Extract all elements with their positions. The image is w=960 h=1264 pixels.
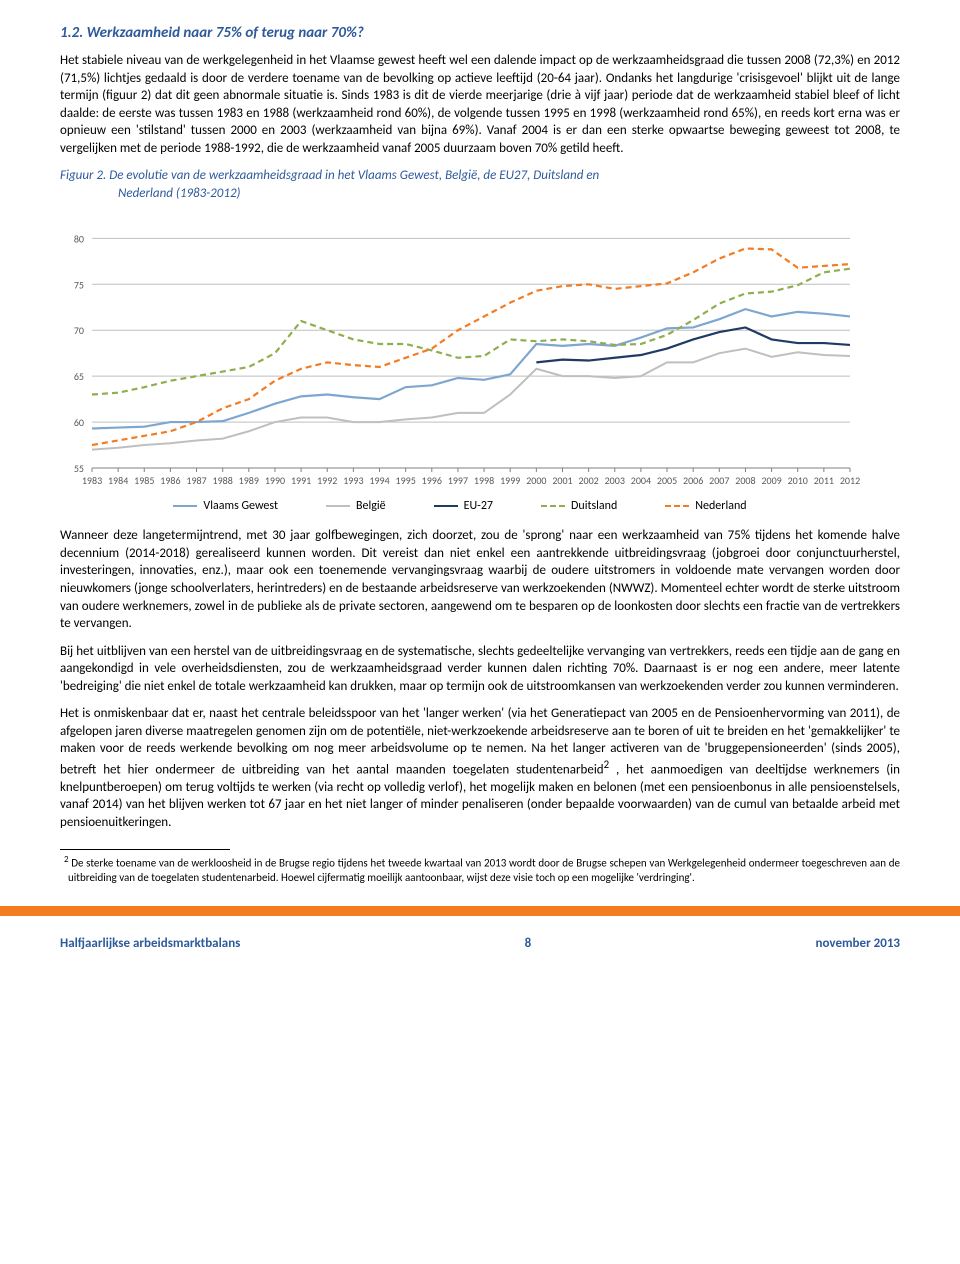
- footer-left: Halfjaarlijkse arbeidsmarktbalans: [60, 936, 240, 951]
- svg-text:2011: 2011: [814, 474, 834, 487]
- svg-text:1996: 1996: [422, 474, 442, 487]
- legend-item: Nederland: [665, 499, 746, 513]
- legend-item: Vlaams Gewest: [173, 499, 278, 513]
- page-footer: Halfjaarlijkse arbeidsmarktbalans 8 nove…: [0, 906, 960, 971]
- svg-text:80: 80: [74, 233, 84, 246]
- paragraph-2: Wanneer deze langetermijntrend, met 30 j…: [60, 527, 900, 632]
- svg-text:1988: 1988: [213, 474, 233, 487]
- svg-text:1997: 1997: [448, 474, 468, 487]
- svg-text:2005: 2005: [657, 474, 677, 487]
- svg-text:1992: 1992: [317, 474, 337, 487]
- svg-text:1994: 1994: [369, 474, 389, 487]
- svg-text:2009: 2009: [761, 474, 781, 487]
- svg-text:65: 65: [74, 371, 84, 384]
- svg-text:1990: 1990: [265, 474, 285, 487]
- paragraph-1: Het stabiele niveau van de werkgelegenhe…: [60, 52, 900, 157]
- svg-text:1983: 1983: [82, 474, 102, 487]
- svg-text:2008: 2008: [735, 474, 755, 487]
- svg-text:1991: 1991: [291, 474, 311, 487]
- svg-text:2003: 2003: [605, 474, 625, 487]
- legend-item: EU-27: [434, 499, 493, 513]
- svg-text:2001: 2001: [552, 474, 572, 487]
- caption-line2: Nederland (1983-2012): [118, 185, 900, 203]
- footnote-rule: [60, 849, 230, 850]
- svg-text:1986: 1986: [160, 474, 180, 487]
- svg-text:60: 60: [74, 416, 84, 429]
- svg-text:1984: 1984: [108, 474, 128, 487]
- svg-text:2002: 2002: [578, 474, 598, 487]
- svg-text:2012: 2012: [840, 474, 860, 487]
- svg-text:2007: 2007: [709, 474, 729, 487]
- svg-text:1985: 1985: [134, 474, 154, 487]
- svg-text:70: 70: [74, 325, 84, 338]
- paragraph-4: Het is onmiskenbaar dat er, naast het ce…: [60, 705, 900, 831]
- svg-text:1998: 1998: [474, 474, 494, 487]
- svg-text:1995: 1995: [396, 474, 416, 487]
- footer-orange-bar: [0, 906, 960, 916]
- svg-text:2000: 2000: [526, 474, 546, 487]
- svg-text:2006: 2006: [683, 474, 703, 487]
- svg-text:2010: 2010: [788, 474, 808, 487]
- svg-text:1989: 1989: [239, 474, 259, 487]
- svg-text:75: 75: [74, 279, 84, 292]
- caption-line1: Figuur 2. De evolutie van de werkzaamhei…: [60, 168, 599, 183]
- footnote: 2 De sterke toename van de werkloosheid …: [60, 854, 900, 885]
- svg-text:1993: 1993: [343, 474, 363, 487]
- legend-item: Duitsland: [541, 499, 617, 513]
- legend-item: België: [326, 499, 386, 513]
- svg-text:1987: 1987: [186, 474, 206, 487]
- footer-right: november 2013: [815, 936, 900, 951]
- svg-text:2004: 2004: [631, 474, 651, 487]
- chart-legend: Vlaams Gewest België EU-27 Duitsland Nederla…: [60, 499, 860, 513]
- figure-caption: Figuur 2. De evolutie van de werkzaamhei…: [60, 167, 900, 202]
- footer-page-number: 8: [525, 936, 532, 951]
- paragraph-3: Bij het uitblijven van een herstel van d…: [60, 643, 900, 696]
- footnote-ref: 2: [604, 758, 610, 771]
- svg-text:1999: 1999: [500, 474, 520, 487]
- section-heading: 1.2. Werkzaamheid naar 75% of terug naar…: [60, 24, 900, 42]
- figure-2-chart: 5560657075801983198419851986198719881989…: [60, 212, 860, 513]
